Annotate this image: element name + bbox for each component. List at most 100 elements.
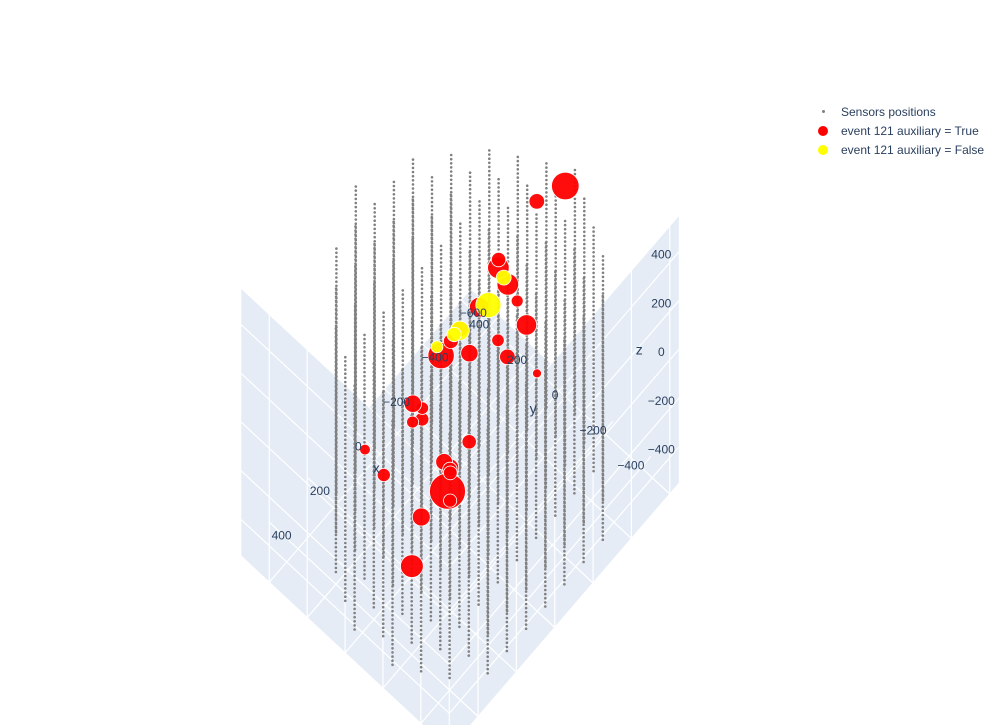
sensor-point	[601, 420, 605, 423]
sensor-point	[506, 334, 510, 338]
sensor-point	[525, 546, 528, 549]
sensor-point	[448, 647, 451, 651]
sensor-point	[506, 301, 510, 305]
sensor-point	[449, 302, 453, 306]
sensor-point	[486, 638, 490, 642]
sensor-point	[449, 306, 453, 310]
sensor-point	[563, 322, 567, 326]
sensor-point	[429, 594, 433, 597]
sensor-point	[430, 225, 434, 229]
sensor-point	[488, 380, 491, 383]
sensor-point	[430, 502, 433, 505]
sensor-point	[545, 244, 548, 248]
sensor-point	[486, 603, 490, 606]
sensor-point	[420, 573, 423, 577]
sensor-point	[592, 428, 595, 432]
sensor-point	[430, 209, 434, 212]
sensor-point	[505, 556, 509, 559]
sensor-point	[411, 381, 415, 384]
sensor-point	[449, 269, 453, 272]
sensor-point	[544, 495, 547, 498]
sensor-point	[488, 347, 491, 350]
sensor-point	[592, 379, 595, 382]
sensor-point	[506, 413, 510, 416]
sensor-point	[459, 441, 462, 444]
sensor-point	[534, 499, 538, 503]
sensor-point	[515, 521, 519, 525]
sensor-point	[545, 385, 548, 388]
sensor-point	[573, 263, 577, 267]
sensor-point	[420, 320, 424, 324]
sensor-point	[497, 371, 500, 375]
sensor-point	[392, 362, 396, 365]
sensor-point	[563, 285, 567, 289]
sensor-point	[401, 334, 405, 338]
sensor-point	[439, 573, 442, 577]
sensor-point	[545, 186, 548, 190]
sensor-point	[430, 192, 434, 196]
sensor-point	[420, 444, 424, 448]
sensor-point	[459, 457, 462, 461]
sensor-point	[373, 273, 377, 276]
sensor-point	[525, 433, 528, 437]
sensor-point	[534, 466, 538, 470]
sensor-point	[486, 632, 490, 635]
sensor-point	[373, 264, 377, 268]
sensor-point	[430, 200, 434, 204]
sensor-point	[525, 349, 529, 353]
sensor-point	[563, 380, 567, 384]
sensor-point	[497, 376, 500, 379]
sensor-point	[411, 433, 415, 437]
sensor-point	[381, 610, 385, 613]
sensor-point	[516, 413, 519, 416]
sensor-point	[477, 574, 480, 577]
sensor-point	[372, 556, 376, 560]
sensor-point	[515, 517, 519, 521]
sensor-point	[488, 359, 491, 363]
sensor-point	[545, 389, 548, 392]
sensor-point	[420, 549, 423, 552]
sensor-point	[535, 456, 538, 460]
sensor-point	[382, 365, 385, 368]
sensor-point	[392, 221, 396, 225]
sensor-point	[420, 304, 424, 307]
sensor-point	[382, 431, 385, 434]
sensor-point	[382, 530, 385, 533]
sensor-point	[488, 178, 491, 181]
sensor-point	[544, 452, 548, 456]
sensor-point	[487, 523, 490, 526]
sensor-point	[420, 291, 424, 295]
sensor-point	[392, 304, 396, 308]
sensor-point	[373, 351, 377, 355]
sensor-point	[534, 482, 538, 486]
sensor-point	[583, 428, 586, 432]
sensor-point	[419, 624, 423, 628]
sensor-point	[487, 431, 491, 434]
sensor-point	[439, 306, 443, 310]
sensor-point	[506, 501, 509, 504]
sensor-point	[563, 510, 566, 513]
sensor-point	[392, 238, 396, 241]
sensor-point	[505, 612, 509, 616]
sensor-point	[601, 482, 605, 485]
sensor-point	[573, 342, 577, 345]
sensor-point	[373, 256, 377, 260]
sensor-point	[477, 557, 480, 561]
sensor-point	[430, 295, 434, 299]
sensor-point	[392, 254, 396, 258]
sensor-point	[525, 587, 528, 591]
sensor-point	[601, 395, 605, 398]
sensor-point	[410, 540, 414, 544]
sensor-point	[583, 408, 586, 411]
sensor-point	[573, 421, 576, 425]
sensor-point	[449, 368, 453, 372]
sensor-point	[496, 556, 500, 559]
sensor-point	[458, 596, 461, 600]
sensor-point	[448, 596, 452, 600]
sensor-point	[563, 426, 567, 429]
sensor-point	[592, 238, 595, 242]
sensor-point	[392, 180, 396, 184]
sensor-point	[391, 642, 394, 646]
sensor-point	[554, 199, 557, 202]
